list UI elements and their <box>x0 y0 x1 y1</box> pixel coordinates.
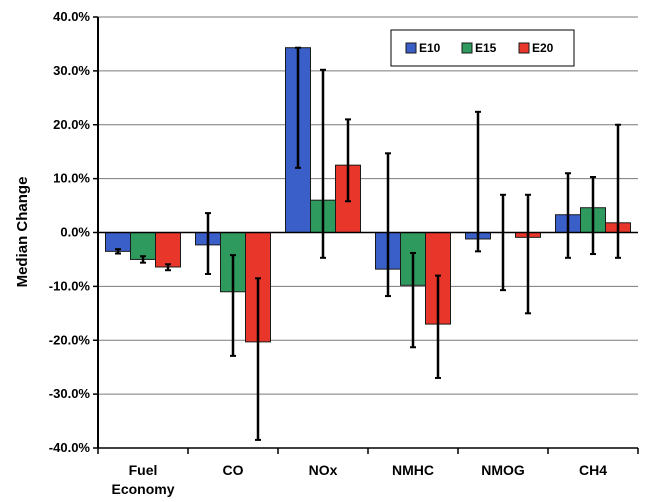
y-axis-label: Median Change <box>14 177 31 288</box>
bar-e15 <box>130 232 156 260</box>
x-category-labels: Fuel Economy CO NOx NMHC NMOG CH4 <box>111 462 607 497</box>
x-category-label: NOx <box>309 462 338 478</box>
bars-layer <box>105 47 631 343</box>
legend-label-e10: E10 <box>419 41 441 55</box>
legend-swatch-e10 <box>405 42 417 54</box>
y-tick-label: 10.0% <box>53 171 90 186</box>
x-category-label: CH4 <box>579 462 607 478</box>
legend: E10 E15 E20 <box>390 29 575 67</box>
legend-swatch-e15 <box>461 42 473 54</box>
y-tick-label: -30.0% <box>49 386 91 401</box>
legend-box <box>390 29 575 67</box>
error-bars-layer <box>115 46 621 441</box>
x-category-label: Fuel <box>129 462 158 478</box>
x-category-label: NMHC <box>392 462 434 478</box>
axes-layer <box>93 16 639 454</box>
y-tick-label: 0.0% <box>60 225 90 240</box>
y-tick-label: -10.0% <box>49 278 91 293</box>
x-category-label: CO <box>223 462 244 478</box>
y-tick-label: -20.0% <box>49 332 91 347</box>
legend-label-e20: E20 <box>532 41 554 55</box>
x-category-label: NMOG <box>481 462 525 478</box>
legend-label-e15: E15 <box>475 41 497 55</box>
gridlines <box>98 16 638 449</box>
bar-e20 <box>155 232 181 268</box>
y-tick-labels: 40.0% 30.0% 20.0% 10.0% 0.0% -10.0% -20.0% -30.… <box>49 9 91 455</box>
y-tick-label: 30.0% <box>53 63 90 78</box>
y-tick-label: 20.0% <box>53 117 90 132</box>
legend-swatch-e20 <box>518 42 530 54</box>
y-tick-label: 40.0% <box>53 9 90 24</box>
y-tick-label: -40.0% <box>49 440 91 455</box>
x-category-label: Economy <box>111 481 174 497</box>
